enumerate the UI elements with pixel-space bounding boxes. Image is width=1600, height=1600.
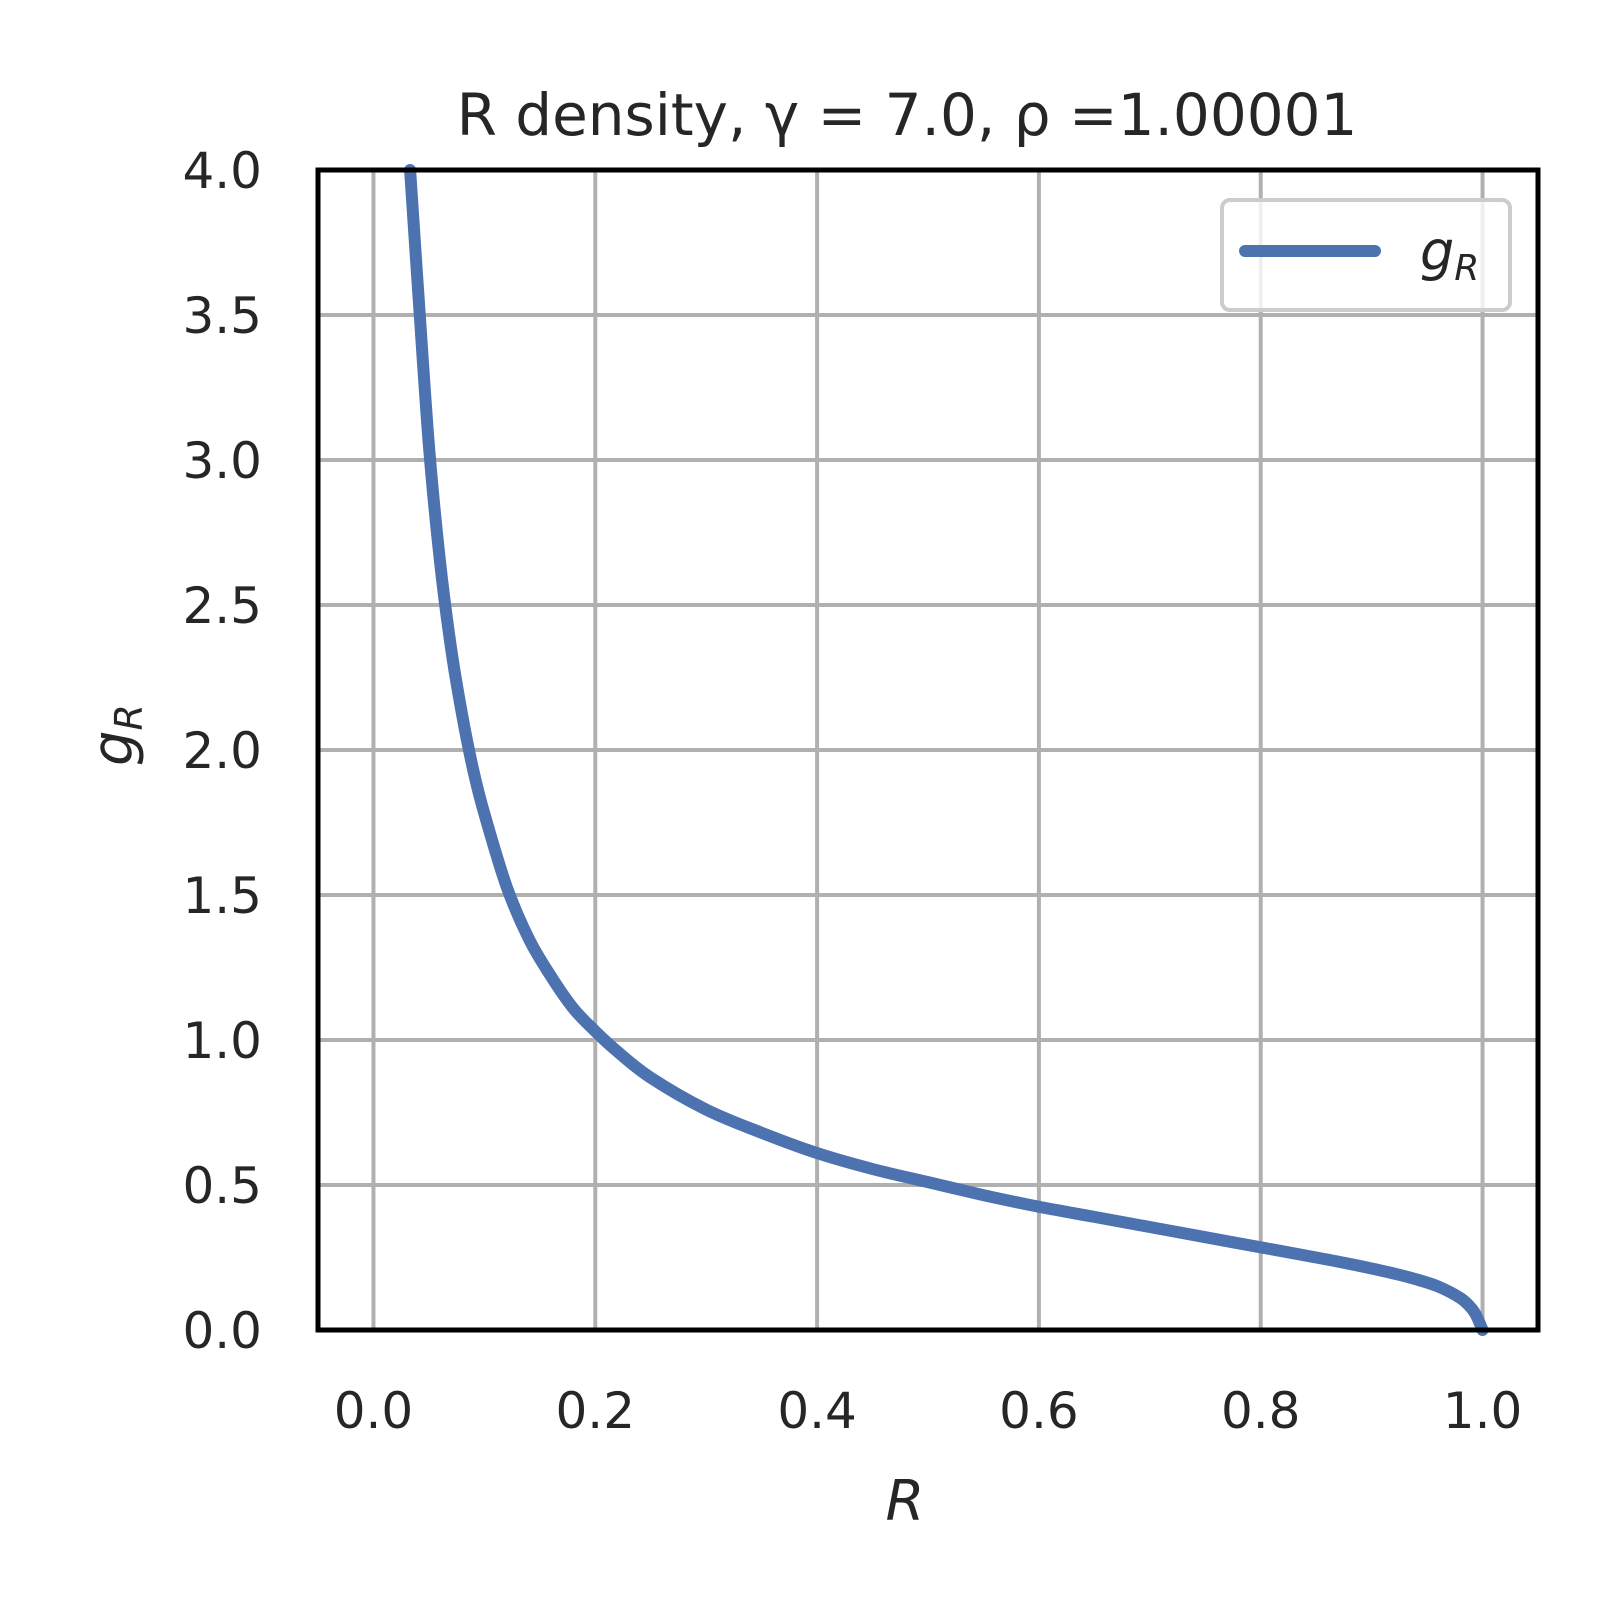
- y-axis-label-main: g: [81, 730, 146, 766]
- x-tick-label: 0.0: [334, 1382, 414, 1440]
- x-tick-label: 0.8: [1221, 1382, 1301, 1440]
- x-tick-label: 1.0: [1443, 1382, 1523, 1440]
- y-tick-label: 4.0: [182, 142, 262, 200]
- legend: gR: [1220, 198, 1512, 312]
- y-axis-label-subscript: R: [107, 704, 151, 730]
- y-tick-label: 0.0: [182, 1302, 262, 1360]
- y-axis-label: gR: [81, 704, 151, 766]
- legend-entry-g-r: gR: [1420, 220, 1479, 289]
- y-tick-labels: 0.0 0.5 1.0 1.5 2.0 2.5 3.0 3.5 4.0: [182, 142, 262, 1360]
- chart-title: R density, γ = 7.0, ρ =1.00001: [457, 81, 1358, 149]
- x-tick-label: 0.4: [777, 1382, 857, 1440]
- legend-entry-main: g: [1420, 220, 1454, 283]
- y-tick-label: 2.5: [182, 577, 262, 635]
- x-tick-labels: 0.0 0.2 0.4 0.6 0.8 1.0: [334, 1382, 1523, 1440]
- y-tick-label: 1.0: [182, 1012, 262, 1070]
- legend-entry-subscript: R: [1454, 248, 1479, 289]
- series-line-g-r: [404, 164, 1489, 1336]
- y-tick-label: 2.0: [182, 722, 262, 780]
- y-tick-label: 0.5: [182, 1157, 262, 1215]
- y-tick-label: 3.0: [182, 432, 262, 490]
- x-tick-label: 0.6: [999, 1382, 1079, 1440]
- plot-frame: [315, 167, 1541, 1333]
- svg-text:gR: gR: [81, 704, 151, 766]
- y-tick-label: 3.5: [182, 287, 262, 345]
- y-tick-label: 1.5: [182, 867, 262, 925]
- x-axis-label: R: [886, 1469, 925, 1534]
- x-tick-label: 0.2: [556, 1382, 636, 1440]
